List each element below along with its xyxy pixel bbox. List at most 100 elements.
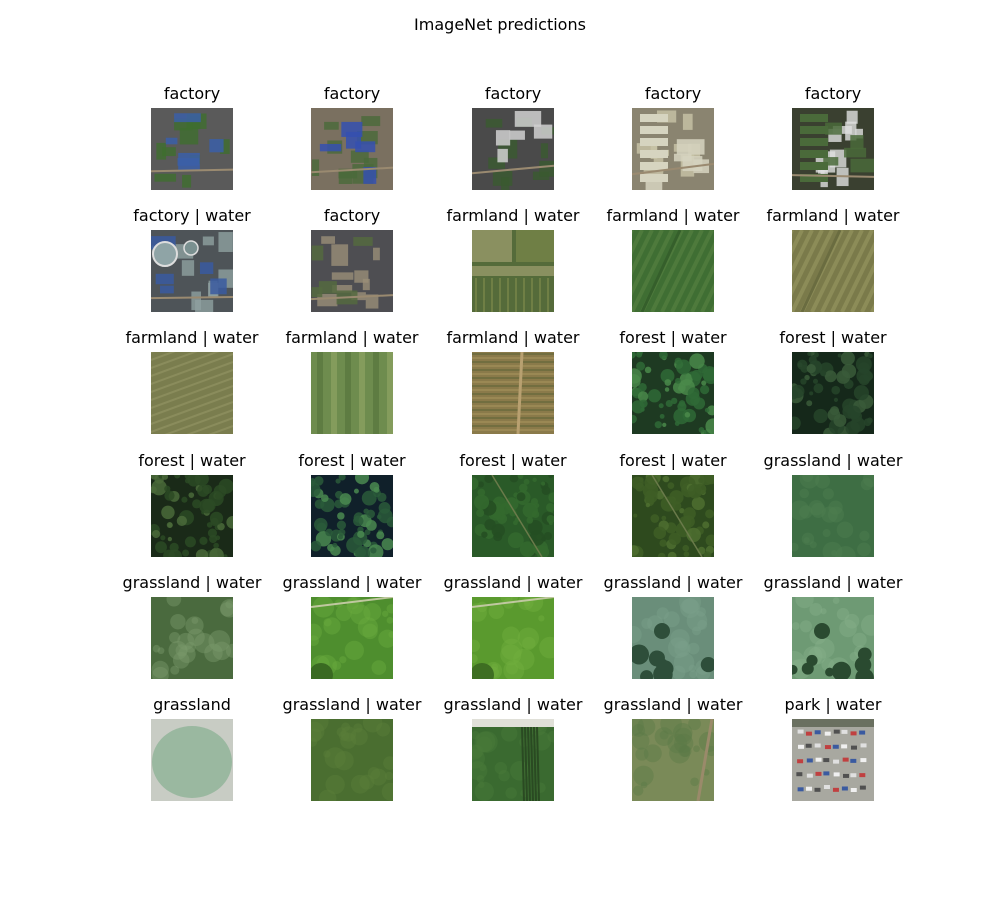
thumbnail-image xyxy=(632,108,714,190)
thumbnail-image xyxy=(311,108,393,190)
prediction-label: grassland | water xyxy=(763,451,903,470)
image-cell: grassland | water xyxy=(748,451,918,561)
thumbnail-image xyxy=(151,230,233,312)
satellite-thumbnail xyxy=(472,475,554,557)
thumbnail-image xyxy=(632,352,714,434)
thumbnail-image xyxy=(472,108,554,190)
satellite-thumbnail xyxy=(792,719,874,801)
image-cell: grassland | water xyxy=(588,573,758,683)
image-cell: forest | water xyxy=(107,451,277,561)
prediction-label: factory xyxy=(163,84,221,103)
thumbnail-image xyxy=(792,108,874,190)
image-cell: factory xyxy=(107,84,277,194)
thumbnail-image xyxy=(472,719,554,801)
satellite-thumbnail xyxy=(632,597,714,679)
satellite-thumbnail xyxy=(311,719,393,801)
image-cell: grassland | water xyxy=(107,573,277,683)
prediction-label: grassland | water xyxy=(763,573,903,592)
satellite-thumbnail xyxy=(311,352,393,434)
satellite-thumbnail xyxy=(792,108,874,190)
image-cell: farmland | water xyxy=(428,206,598,316)
thumbnail-image xyxy=(311,352,393,434)
image-cell: forest | water xyxy=(588,328,758,438)
satellite-thumbnail xyxy=(151,597,233,679)
satellite-thumbnail xyxy=(151,108,233,190)
prediction-label: farmland | water xyxy=(446,328,580,347)
thumbnail-image xyxy=(792,597,874,679)
satellite-thumbnail xyxy=(632,230,714,312)
image-cell: forest | water xyxy=(428,451,598,561)
prediction-label: grassland | water xyxy=(603,695,743,714)
image-cell: grassland | water xyxy=(748,573,918,683)
satellite-thumbnail xyxy=(151,230,233,312)
image-cell: farmland | water xyxy=(748,206,918,316)
prediction-label: factory xyxy=(644,84,702,103)
prediction-label: grassland | water xyxy=(282,573,422,592)
image-cell: factory xyxy=(267,84,437,194)
thumbnail-image xyxy=(151,597,233,679)
prediction-label: park | water xyxy=(784,695,882,714)
satellite-thumbnail xyxy=(472,597,554,679)
satellite-thumbnail xyxy=(311,230,393,312)
prediction-label: forest | water xyxy=(459,451,567,470)
thumbnail-image xyxy=(472,230,554,312)
satellite-thumbnail xyxy=(472,230,554,312)
thumbnail-image xyxy=(151,719,233,801)
prediction-label: grassland | water xyxy=(122,573,262,592)
prediction-label: grassland | water xyxy=(282,695,422,714)
image-cell: grassland | water xyxy=(428,573,598,683)
satellite-thumbnail xyxy=(632,108,714,190)
prediction-label: grassland | water xyxy=(443,695,583,714)
thumbnail-image xyxy=(472,352,554,434)
image-cell: grassland | water xyxy=(267,695,437,805)
thumbnail-image xyxy=(632,475,714,557)
thumbnail-image xyxy=(792,352,874,434)
image-cell: farmland | water xyxy=(107,328,277,438)
prediction-label: factory xyxy=(484,84,542,103)
satellite-thumbnail xyxy=(472,108,554,190)
image-cell: factory xyxy=(428,84,598,194)
thumbnail-image xyxy=(792,719,874,801)
image-cell: factory | water xyxy=(107,206,277,316)
satellite-thumbnail xyxy=(472,352,554,434)
figure-title: ImageNet predictions xyxy=(414,15,586,34)
image-cell: factory xyxy=(267,206,437,316)
image-cell: forest | water xyxy=(267,451,437,561)
satellite-thumbnail xyxy=(311,108,393,190)
prediction-label: factory | water xyxy=(133,206,251,225)
satellite-thumbnail xyxy=(792,352,874,434)
thumbnail-image xyxy=(632,719,714,801)
satellite-thumbnail xyxy=(792,597,874,679)
prediction-label: grassland | water xyxy=(443,573,583,592)
thumbnail-image xyxy=(311,719,393,801)
image-cell: factory xyxy=(748,84,918,194)
thumbnail-image xyxy=(632,230,714,312)
prediction-label: forest | water xyxy=(779,328,887,347)
thumbnail-image xyxy=(792,475,874,557)
satellite-thumbnail xyxy=(311,475,393,557)
thumbnail-image xyxy=(151,352,233,434)
thumbnail-image xyxy=(311,475,393,557)
thumbnail-image xyxy=(472,597,554,679)
image-cell: farmland | water xyxy=(588,206,758,316)
thumbnail-image xyxy=(151,475,233,557)
prediction-label: grassland xyxy=(153,695,231,714)
prediction-label: factory xyxy=(804,84,862,103)
prediction-label: forest | water xyxy=(619,451,727,470)
image-cell: grassland xyxy=(107,695,277,805)
prediction-label: farmland | water xyxy=(766,206,900,225)
satellite-thumbnail xyxy=(632,719,714,801)
prediction-label: forest | water xyxy=(138,451,246,470)
satellite-thumbnail xyxy=(151,719,233,801)
satellite-thumbnail xyxy=(311,597,393,679)
prediction-label: forest | water xyxy=(619,328,727,347)
prediction-label: forest | water xyxy=(298,451,406,470)
image-cell: grassland | water xyxy=(428,695,598,805)
image-cell: grassland | water xyxy=(588,695,758,805)
thumbnail-image xyxy=(311,230,393,312)
image-cell: park | water xyxy=(748,695,918,805)
satellite-thumbnail xyxy=(792,230,874,312)
satellite-thumbnail xyxy=(632,475,714,557)
image-cell: farmland | water xyxy=(267,328,437,438)
prediction-label: farmland | water xyxy=(446,206,580,225)
